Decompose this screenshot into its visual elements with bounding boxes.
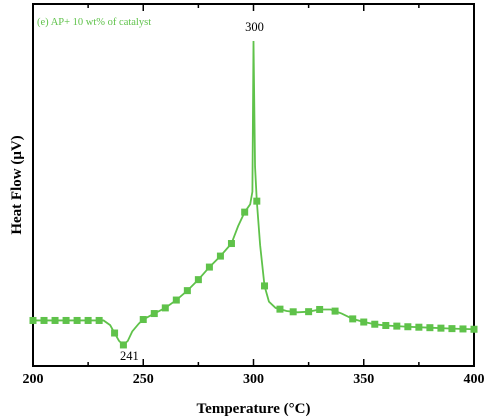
data-point-19: [253, 197, 261, 205]
series-line: [33, 40, 475, 347]
plot-markers: [29, 197, 478, 349]
data-point-0: [29, 316, 37, 324]
data-point-27: [360, 318, 368, 326]
data-point-2: [51, 316, 59, 324]
plot-series: [33, 40, 475, 347]
data-point-32: [415, 323, 423, 331]
panel-label: (e) AP+ 10 wt% of catalyst: [37, 17, 151, 28]
data-point-37: [470, 325, 478, 333]
data-point-29: [382, 321, 390, 329]
peak-annotation: 300: [245, 20, 264, 34]
x-tick-label-250: 250: [133, 372, 154, 387]
plot-axes: 200 250 300 350 400 Temperature (°C) Heat Flow…: [9, 3, 485, 417]
data-point-10: [150, 310, 158, 318]
data-point-36: [459, 325, 467, 333]
data-point-31: [404, 323, 412, 331]
data-point-7: [111, 329, 119, 337]
x-axis-title: Temperature (°C): [197, 401, 311, 417]
data-point-17: [227, 240, 235, 248]
data-point-22: [289, 308, 297, 316]
data-point-15: [205, 263, 213, 271]
data-point-12: [172, 296, 180, 304]
data-point-30: [393, 322, 401, 330]
data-point-5: [84, 316, 92, 324]
data-point-9: [139, 316, 147, 324]
x-tick-label-400: 400: [464, 372, 485, 387]
dip-annotation: 241: [120, 349, 139, 363]
data-point-33: [426, 324, 434, 332]
x-tick-label-350: 350: [353, 372, 374, 387]
plot-labels: (e) AP+ 10 wt% of catalyst 300 241: [37, 17, 264, 363]
data-point-14: [194, 276, 202, 284]
data-point-21: [276, 305, 284, 313]
x-tick-label-300: 300: [243, 372, 264, 387]
data-point-1: [40, 316, 48, 324]
data-point-35: [448, 325, 456, 333]
data-point-18: [241, 208, 249, 216]
data-point-16: [216, 252, 224, 260]
data-point-8: [119, 341, 127, 349]
x-tick-label-200: 200: [23, 372, 44, 387]
data-point-4: [73, 316, 81, 324]
y-axis-title: Heat Flow (μV): [9, 135, 25, 234]
data-point-26: [349, 315, 357, 323]
data-point-20: [261, 282, 269, 290]
data-point-25: [331, 307, 339, 315]
data-point-23: [305, 308, 313, 316]
data-point-34: [437, 324, 445, 332]
data-point-11: [161, 304, 169, 312]
data-point-28: [371, 320, 379, 328]
data-point-13: [183, 287, 191, 295]
data-point-6: [95, 316, 103, 324]
data-point-24: [316, 305, 324, 313]
data-point-3: [62, 316, 70, 324]
